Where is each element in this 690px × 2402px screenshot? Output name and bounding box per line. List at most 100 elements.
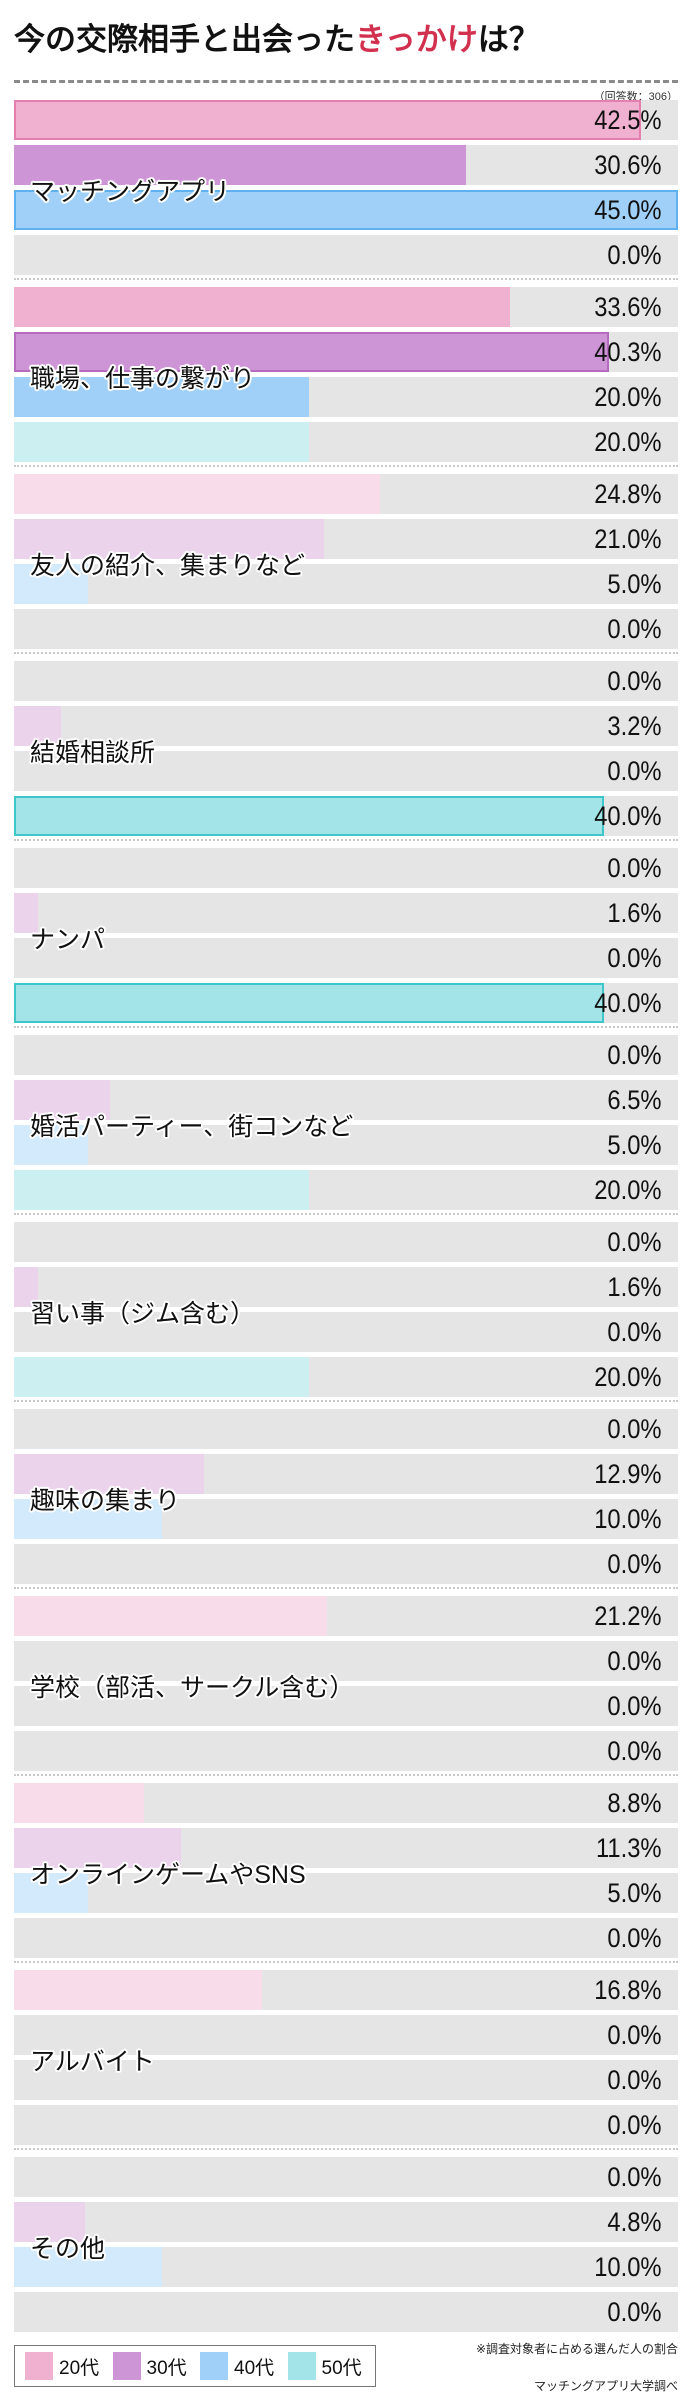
bar-track: 0.0%	[14, 2157, 678, 2197]
group-separator	[14, 1961, 678, 1963]
group-separator	[14, 839, 678, 841]
data-label: 21.0%	[594, 524, 662, 554]
bar-track: 40.0%	[14, 983, 678, 1023]
title-highlight: きっかけ	[355, 22, 478, 57]
group-separator	[14, 465, 678, 467]
group-separator	[14, 2148, 678, 2150]
bar-track: 0.0%	[14, 1222, 678, 1262]
category-label: アルバイト	[30, 2048, 155, 2076]
bar-40代	[14, 1873, 88, 1913]
legend-item-20s: 20代	[25, 2352, 113, 2380]
bar-50代	[14, 1357, 310, 1397]
bar-20代	[14, 100, 642, 140]
data-label: 12.9%	[594, 1459, 662, 1489]
bar-track: 21.0%	[14, 519, 678, 559]
bar-track: 42.5%	[14, 100, 678, 140]
bar-track: 0.0%	[14, 848, 678, 888]
bar-track: 1.6%	[14, 893, 678, 933]
bar-50代	[14, 422, 310, 462]
legend-swatch	[200, 2352, 228, 2380]
data-label: 45.0%	[594, 195, 662, 225]
data-label: 33.6%	[594, 292, 662, 322]
legend-label: 40代	[234, 2357, 275, 2379]
category-label: 学校（部活、サークル含む）	[30, 1674, 355, 1702]
bar-50代	[14, 796, 605, 836]
bar-track: 3.2%	[14, 706, 678, 746]
data-label: 0.0%	[607, 1646, 662, 1676]
bar-40代	[14, 2247, 162, 2287]
category-label: 友人の紹介、集まりなど	[30, 552, 306, 580]
bar-30代	[14, 332, 609, 372]
category-label: 婚活パーティー、街コンなど	[30, 1113, 354, 1141]
title-text: 今の交際相手と出会った	[14, 22, 355, 57]
bar-track: 40.0%	[14, 796, 678, 836]
bar-50代	[14, 1170, 310, 1210]
footnote: ※調査対象者に占める選んだ人の割合	[475, 2342, 678, 2356]
data-label: 0.0%	[607, 2297, 662, 2327]
bar-track: 0.0%	[14, 1409, 678, 1449]
bar-30代	[14, 1828, 181, 1868]
data-label: 0.0%	[607, 1736, 662, 1766]
data-label: 6.5%	[607, 1085, 662, 1115]
category-label: 職場、仕事の繋がり	[30, 365, 256, 393]
bar-track: 20.0%	[14, 377, 678, 417]
bar-track: 11.3%	[14, 1828, 678, 1868]
bar-track: 0.0%	[14, 235, 678, 275]
bar-track: 33.6%	[14, 287, 678, 327]
bar-track: 0.0%	[14, 2105, 678, 2145]
category-label: オンラインゲームやSNS	[30, 1861, 306, 1889]
data-label: 0.0%	[607, 1923, 662, 1953]
title-suffix: は？	[477, 22, 540, 57]
bar-40代	[14, 377, 310, 417]
bar-20代	[14, 1783, 144, 1823]
data-label: 16.8%	[594, 1975, 662, 2005]
bar-track: 0.0%	[14, 1312, 678, 1352]
bar-30代	[14, 1454, 205, 1494]
data-label: 1.6%	[607, 898, 662, 928]
category-label: マッチングアプリ	[30, 178, 231, 206]
bar-20代	[14, 474, 380, 514]
data-label: 30.6%	[594, 150, 662, 180]
bar-track: 10.0%	[14, 1499, 678, 1539]
bar-track: 8.8%	[14, 1783, 678, 1823]
bar-40代	[14, 1499, 162, 1539]
group-separator	[14, 1774, 678, 1776]
legend-swatch	[287, 2352, 316, 2380]
bar-track: 0.0%	[14, 938, 678, 978]
group-separator	[14, 278, 678, 280]
data-label: 0.0%	[607, 1414, 662, 1444]
data-label: 20.0%	[594, 427, 662, 457]
category-label: 結婚相談所	[30, 739, 156, 767]
bar-track: 0.0%	[14, 2292, 678, 2332]
data-label: 24.8%	[594, 479, 662, 509]
group-separator	[14, 1400, 678, 1402]
bar-30代	[14, 706, 62, 746]
bar-30代	[14, 2202, 85, 2242]
legend-swatch	[25, 2352, 53, 2380]
bar-track: 0.0%	[14, 2015, 678, 2055]
bar-track: 1.6%	[14, 1267, 678, 1307]
bar-30代	[14, 1267, 38, 1307]
data-label: 0.0%	[607, 1691, 662, 1721]
bar-track: 5.0%	[14, 564, 678, 604]
bar-track: 0.0%	[14, 1686, 678, 1726]
legend: 20代 30代 40代 50代	[14, 2345, 376, 2387]
bar-track: 45.0%	[14, 190, 678, 230]
data-label: 0.0%	[607, 1549, 662, 1579]
bar-track: 12.9%	[14, 1454, 678, 1494]
bar-30代	[14, 519, 324, 559]
data-label: 20.0%	[594, 1175, 662, 1205]
group-separator	[14, 1026, 678, 1028]
bar-track: 0.0%	[14, 1731, 678, 1771]
data-label: 1.6%	[607, 1272, 662, 1302]
bar-track: 0.0%	[14, 661, 678, 701]
bar-track: 0.0%	[14, 2060, 678, 2100]
bar-track: 24.8%	[14, 474, 678, 514]
bar-30代	[14, 1080, 110, 1120]
bar-track: 20.0%	[14, 1170, 678, 1210]
bar-40代	[14, 564, 88, 604]
data-label: 0.0%	[607, 240, 662, 270]
bar-track: 30.6%	[14, 145, 678, 185]
bar-track: 0.0%	[14, 1641, 678, 1681]
data-label: 0.0%	[607, 853, 662, 883]
